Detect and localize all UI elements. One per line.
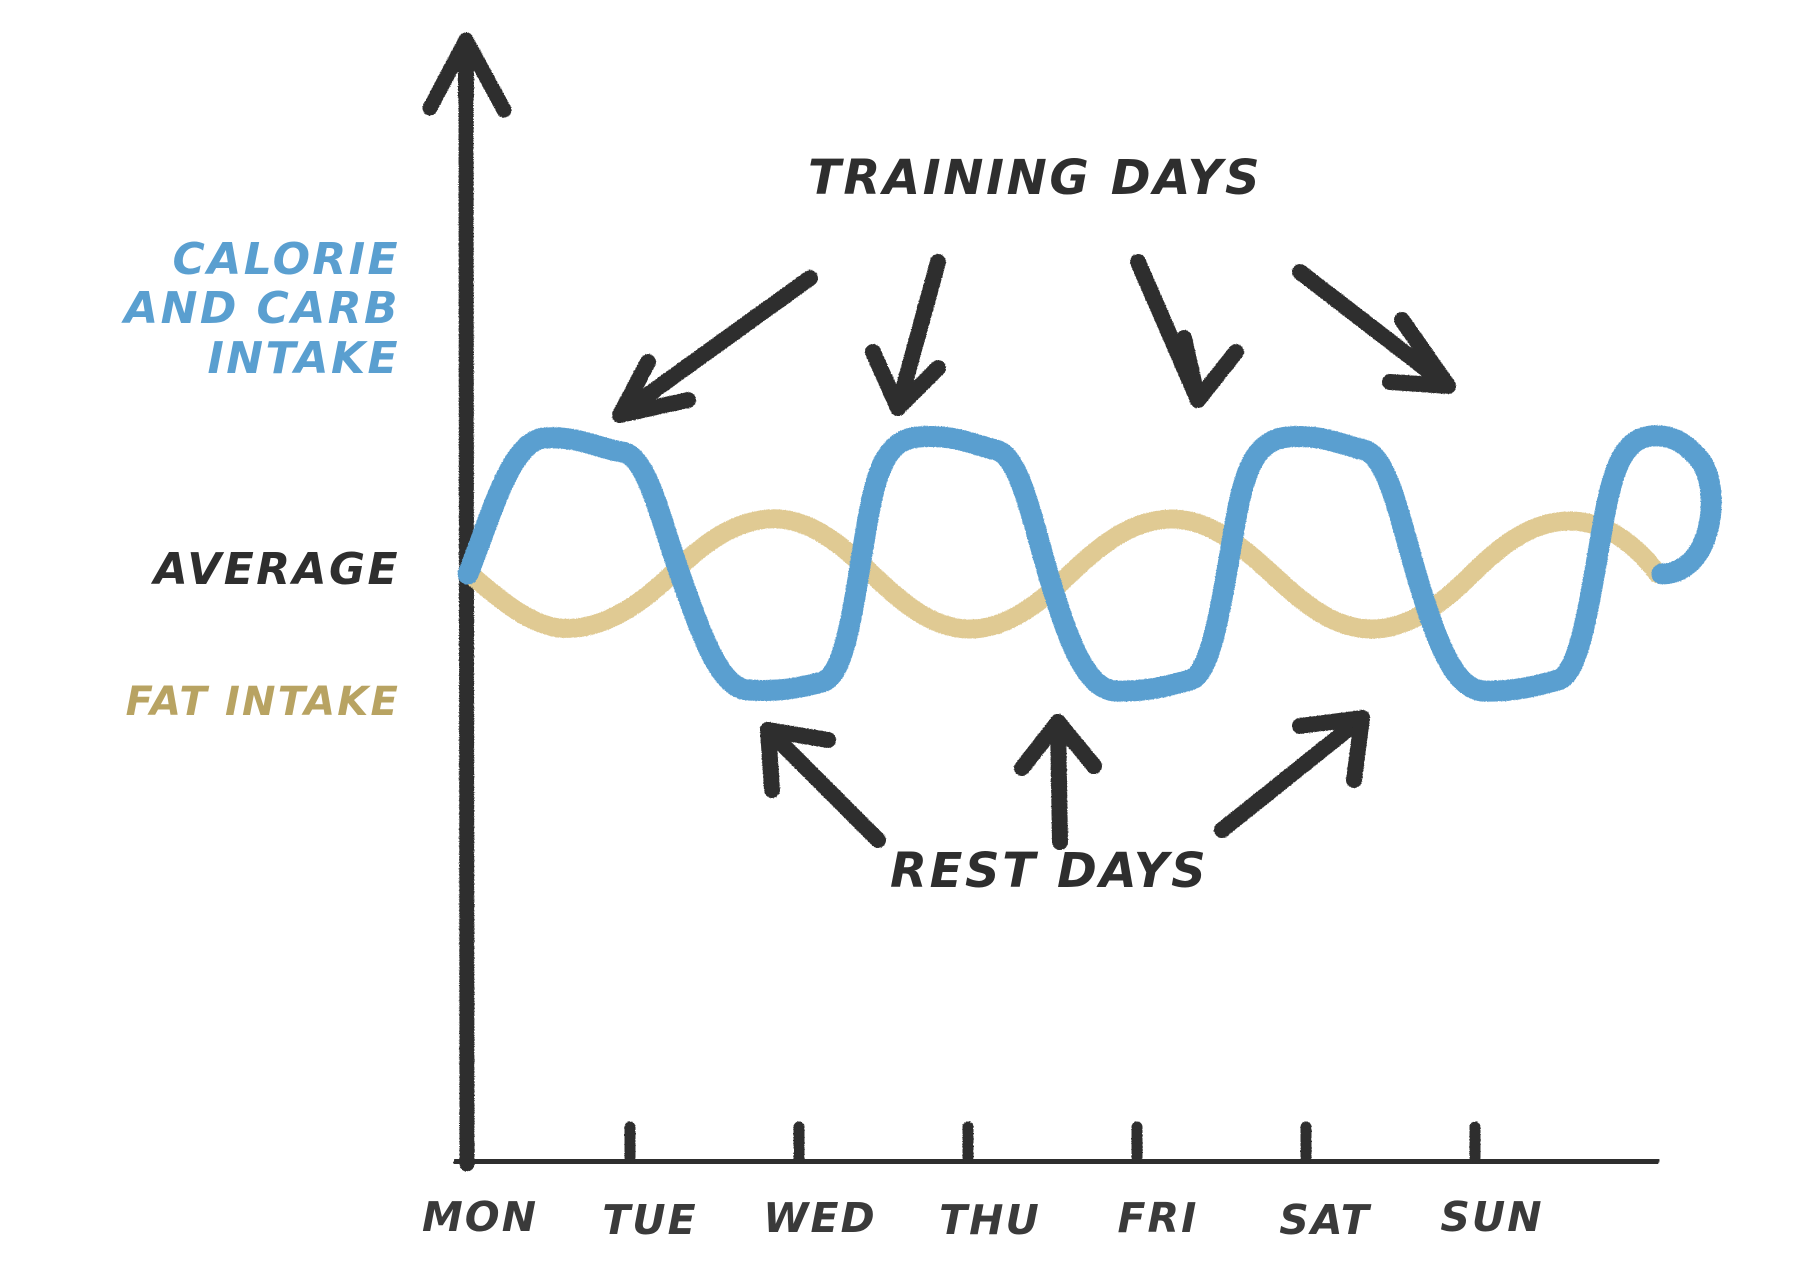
calorie-label-line-2: AND CARB bbox=[124, 283, 400, 335]
x-tick-label-fri: FRI bbox=[1117, 1194, 1199, 1242]
y-axis-label-fat-intake: FAT INTAKE bbox=[125, 679, 400, 725]
calorie-label-line-3: INTAKE bbox=[207, 332, 400, 384]
training-arrow-1 bbox=[612, 270, 818, 423]
x-tick-label-wed: WED bbox=[763, 1194, 877, 1242]
rest-arrow-1 bbox=[760, 722, 886, 848]
x-tick-label-thu: THU bbox=[939, 1196, 1041, 1244]
annotation-rest-days: REST DAYS bbox=[890, 843, 1209, 899]
y-axis-label-average: AVERAGE bbox=[153, 544, 400, 595]
x-tick-label-sun: SUN bbox=[1440, 1193, 1544, 1241]
annotation-training-days: TRAINING DAYS bbox=[808, 150, 1263, 206]
training-arrow-3 bbox=[1130, 254, 1244, 408]
x-axis bbox=[453, 1152, 1660, 1171]
series-calorie-carb-intake bbox=[457, 425, 1722, 702]
x-tick-label-mon: MON bbox=[421, 1193, 539, 1241]
rest-arrow-2 bbox=[1014, 714, 1102, 850]
x-axis-ticks bbox=[624, 1121, 1481, 1163]
y-axis-label-calorie-carb-intake: CALORIE AND CARB INTAKE bbox=[120, 235, 400, 383]
x-tick-label-tue: TUE bbox=[602, 1196, 698, 1244]
training-days-arrows bbox=[612, 254, 1456, 423]
training-arrow-2 bbox=[865, 254, 946, 416]
rest-arrow-3 bbox=[1214, 710, 1370, 838]
rest-days-arrows bbox=[760, 710, 1370, 850]
calorie-label-line-1: CALORIE bbox=[172, 234, 400, 285]
y-axis bbox=[422, 32, 512, 1172]
training-arrow-4 bbox=[1292, 264, 1456, 394]
x-tick-label-sat: SAT bbox=[1279, 1196, 1371, 1244]
